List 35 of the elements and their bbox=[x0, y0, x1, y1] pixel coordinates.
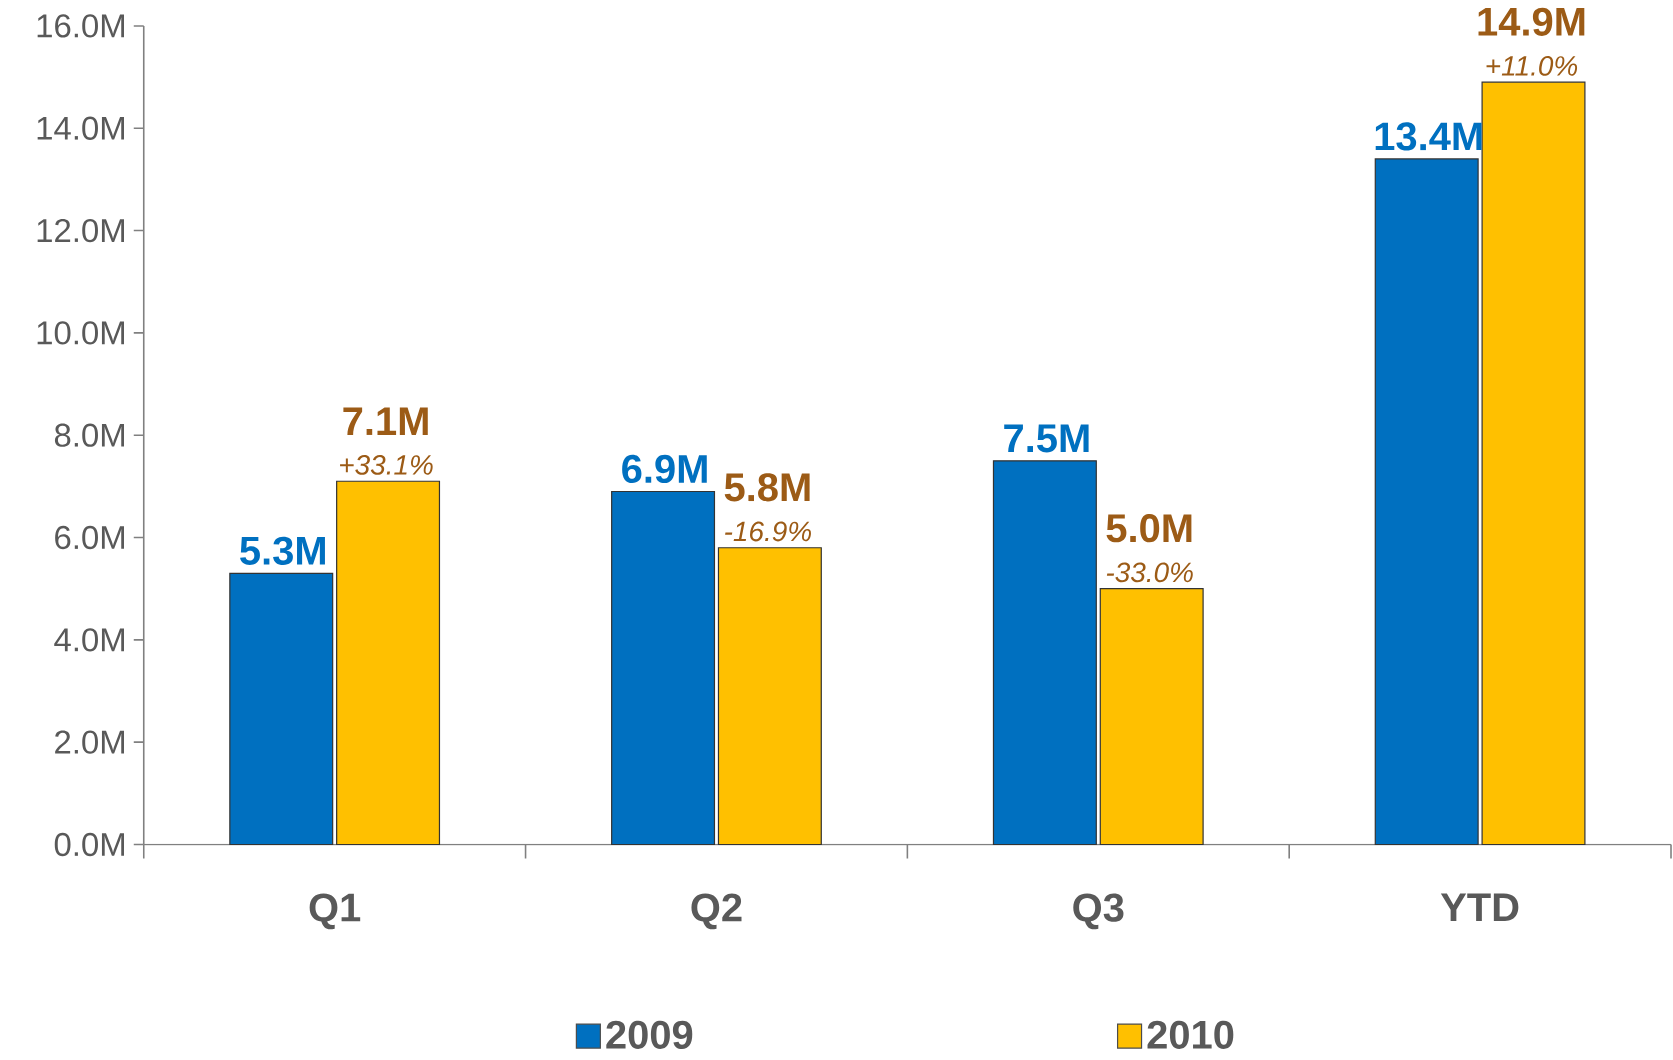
bar bbox=[336, 480, 441, 846]
data-label: 7.5M bbox=[1004, 424, 1089, 453]
x-tick-label: Q2 bbox=[691, 893, 742, 930]
y-tick-label: 8.0M bbox=[54, 423, 124, 448]
y-tick-label: 6.0M bbox=[55, 526, 124, 550]
data-label: 13.4M bbox=[1375, 122, 1482, 151]
annotation: -33.0% bbox=[1106, 562, 1193, 583]
bar bbox=[1374, 158, 1479, 846]
x-tick-label: YTD bbox=[1440, 893, 1519, 922]
y-tick-label: 14.0M bbox=[37, 116, 124, 141]
y-tick-label: 4.0M bbox=[54, 628, 124, 652]
data-label: 14.9M bbox=[1478, 7, 1585, 37]
annotation: +11.0% bbox=[1486, 56, 1578, 77]
bar bbox=[1099, 588, 1204, 846]
y-tick-label: 10.0M bbox=[37, 321, 124, 345]
data-label: 5.8M bbox=[724, 473, 810, 502]
annotation: -16.9% bbox=[725, 521, 811, 542]
annotation: +33.1% bbox=[340, 455, 433, 476]
x-tick-label: Q1 bbox=[309, 893, 361, 930]
bar bbox=[229, 572, 334, 846]
bar bbox=[611, 491, 716, 846]
bar bbox=[992, 460, 1097, 846]
y-tick-label: 16.0M bbox=[37, 14, 124, 38]
legend-label: 2010 bbox=[1147, 1020, 1234, 1050]
bar bbox=[1481, 81, 1586, 846]
data-label: 5.3M bbox=[240, 536, 325, 566]
data-label: 7.1M bbox=[343, 407, 428, 436]
bar bbox=[717, 547, 822, 846]
data-label: 5.0M bbox=[1106, 514, 1192, 543]
y-tick-label: 12.0M bbox=[37, 219, 124, 243]
legend-label: 2009 bbox=[606, 1020, 693, 1050]
x-tick-label: Q3 bbox=[1073, 893, 1124, 930]
data-label: 6.9M bbox=[622, 455, 707, 484]
y-tick-label: 2.0M bbox=[55, 730, 124, 755]
y-tick-label: 0.0M bbox=[54, 833, 124, 857]
